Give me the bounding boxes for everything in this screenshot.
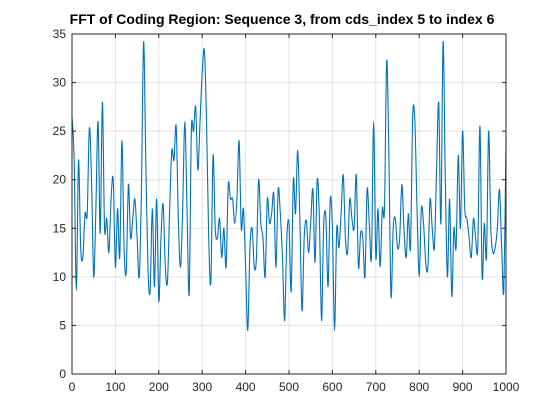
y-tick-label: 5 [59,318,66,332]
y-axis-ticks: 0 5 10 15 20 25 30 35 [53,27,506,381]
x-tick-label: 700 [366,380,386,394]
y-tick-label: 30 [53,76,67,90]
x-tick-label: 600 [322,380,342,394]
series-line [71,41,507,331]
y-tick-label: 25 [53,124,67,138]
x-tick-label: 1000 [493,380,520,394]
x-tick-label: 300 [192,380,212,394]
y-tick-label: 20 [53,173,67,187]
x-tick-label: 100 [105,380,125,394]
chart-title: FFT of Coding Region: Sequence 3, from c… [70,11,495,27]
y-tick-label: 15 [53,221,67,235]
x-axis-ticks: 0 100 200 300 400 500 600 700 800 900 1000 [69,34,520,394]
x-tick-label: 0 [69,380,76,394]
x-tick-label: 400 [236,380,256,394]
x-tick-label: 500 [279,380,299,394]
y-tick-label: 10 [53,270,67,284]
y-tick-label: 0 [59,367,66,381]
y-tick-label: 35 [53,27,67,41]
x-tick-label: 200 [149,380,169,394]
x-tick-label: 900 [453,380,473,394]
x-tick-label: 800 [409,380,429,394]
